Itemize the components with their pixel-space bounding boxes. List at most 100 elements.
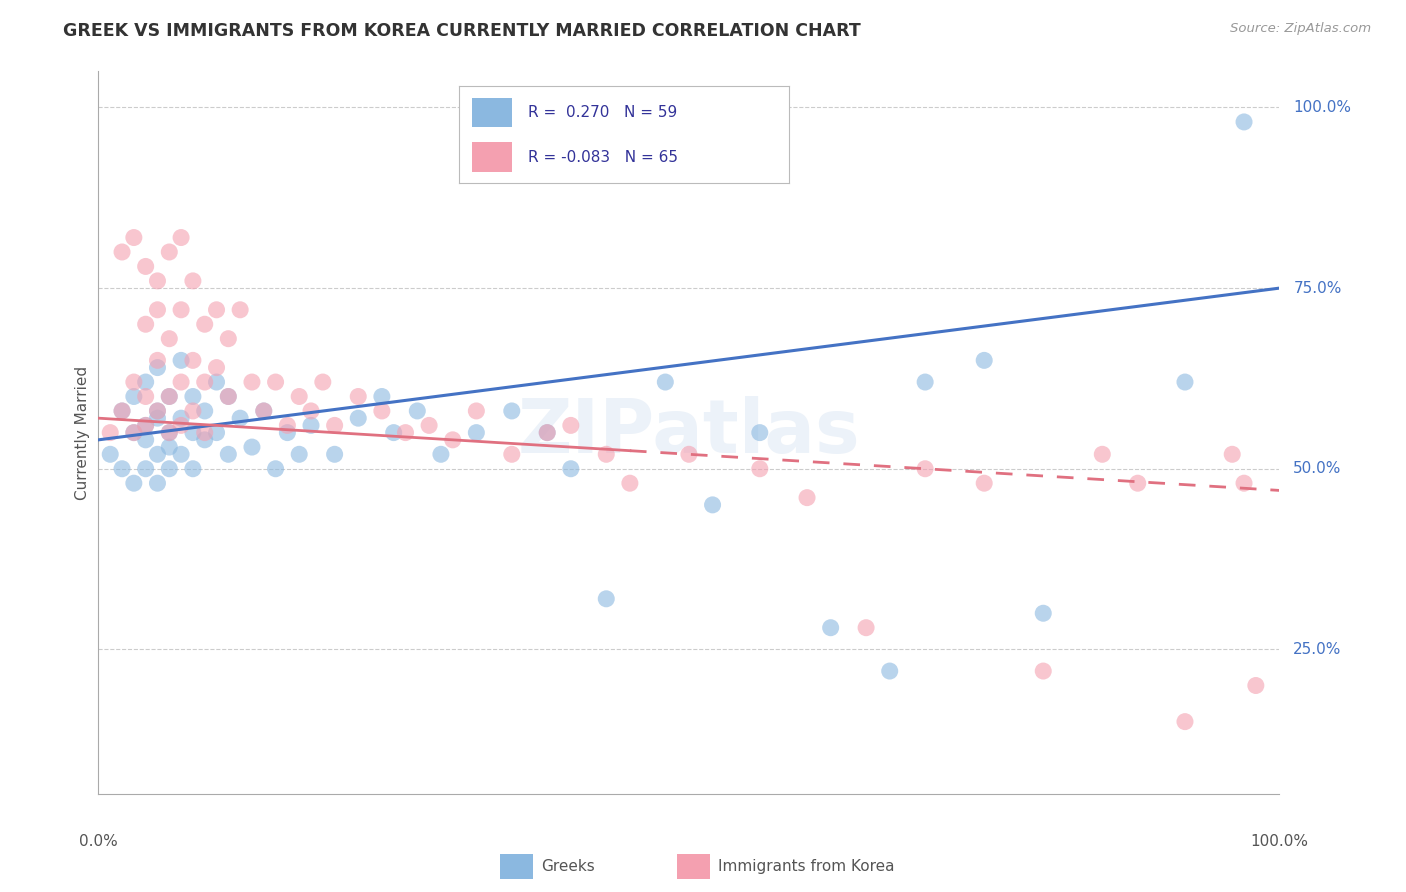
Point: [205, 360, 228, 375]
Point: [122, 425, 145, 440]
Point: [1174, 375, 1197, 389]
Point: [560, 418, 582, 433]
Point: [595, 447, 617, 461]
Point: [229, 302, 252, 317]
Point: [146, 404, 169, 418]
Point: [157, 440, 180, 454]
Point: [98, 447, 121, 461]
Point: [240, 375, 263, 389]
Point: [157, 425, 180, 440]
Point: [181, 425, 204, 440]
Point: [135, 462, 157, 476]
Point: [288, 389, 311, 403]
Point: [181, 404, 204, 418]
Point: [253, 404, 276, 418]
Point: [146, 404, 169, 418]
Point: [170, 353, 193, 368]
Point: [240, 440, 263, 454]
Bar: [501, 854, 533, 880]
Point: [347, 389, 370, 403]
Point: [194, 425, 217, 440]
Point: [879, 664, 901, 678]
Text: 25.0%: 25.0%: [1294, 642, 1341, 657]
Point: [619, 476, 641, 491]
Point: [501, 404, 523, 418]
Point: [1220, 447, 1243, 461]
Point: [181, 353, 204, 368]
Y-axis label: Currently Married: Currently Married: [75, 366, 90, 500]
Point: [194, 318, 217, 332]
Text: ZIPatlas: ZIPatlas: [517, 396, 860, 469]
Point: [595, 591, 617, 606]
Point: [157, 244, 180, 259]
Point: [264, 375, 287, 389]
Point: [170, 230, 193, 244]
Point: [181, 389, 204, 403]
Text: 100.0%: 100.0%: [1250, 834, 1309, 848]
Point: [465, 425, 488, 440]
Point: [157, 462, 180, 476]
Point: [146, 353, 169, 368]
Point: [217, 447, 239, 461]
Point: [157, 389, 180, 403]
Point: [1233, 115, 1256, 129]
Point: [146, 476, 169, 491]
Point: [135, 260, 157, 274]
Point: [181, 462, 204, 476]
Text: Immigrants from Korea: Immigrants from Korea: [718, 859, 896, 873]
Point: [371, 389, 394, 403]
Point: [1233, 476, 1256, 491]
Point: [135, 418, 157, 433]
Text: 100.0%: 100.0%: [1294, 100, 1351, 115]
Bar: [678, 854, 710, 880]
Point: [973, 476, 995, 491]
Point: [122, 230, 145, 244]
Point: [382, 425, 405, 440]
Point: [276, 425, 298, 440]
Point: [135, 375, 157, 389]
Text: 50.0%: 50.0%: [1294, 461, 1341, 476]
Point: [1032, 664, 1054, 678]
Point: [111, 404, 134, 418]
Point: [371, 404, 394, 418]
Point: [135, 433, 157, 447]
Point: [111, 404, 134, 418]
Point: [654, 375, 676, 389]
Point: [146, 274, 169, 288]
Point: [347, 411, 370, 425]
Point: [157, 389, 180, 403]
Point: [312, 375, 335, 389]
Point: [560, 462, 582, 476]
Point: [194, 375, 217, 389]
Point: [181, 274, 204, 288]
Point: [217, 389, 239, 403]
Point: [194, 433, 217, 447]
Point: [914, 375, 936, 389]
Point: [146, 411, 169, 425]
Point: [170, 411, 193, 425]
Point: [122, 476, 145, 491]
Point: [501, 447, 523, 461]
Point: [796, 491, 818, 505]
Point: [430, 447, 453, 461]
Point: [135, 318, 157, 332]
Point: [205, 302, 228, 317]
Point: [135, 418, 157, 433]
Point: [253, 404, 276, 418]
Point: [299, 404, 322, 418]
Point: [1174, 714, 1197, 729]
Point: [465, 404, 488, 418]
Point: [170, 375, 193, 389]
Point: [264, 462, 287, 476]
Point: [146, 360, 169, 375]
Point: [111, 462, 134, 476]
Point: [299, 418, 322, 433]
Point: [1244, 678, 1267, 692]
Point: [122, 389, 145, 403]
Point: [855, 621, 877, 635]
Point: [914, 462, 936, 476]
Point: [229, 411, 252, 425]
Point: [276, 418, 298, 433]
Point: [748, 425, 770, 440]
Point: [111, 244, 134, 259]
